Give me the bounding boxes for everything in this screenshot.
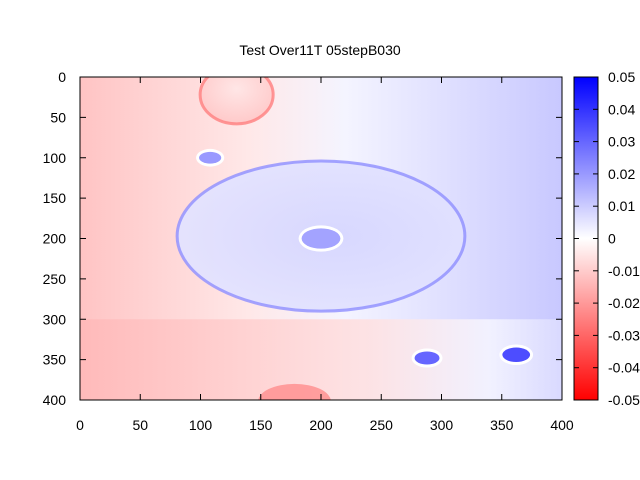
heatmap-spot (414, 351, 440, 365)
colorbar-tick-label: 0 (608, 231, 616, 247)
x-axis: 0 50 100 150 200 250 300 350 400 (76, 77, 574, 433)
heatmap-spot (301, 228, 341, 249)
colorbar-tick-label: 0.04 (608, 101, 635, 117)
y-tick-label: 300 (43, 311, 67, 327)
heatmap-ring (198, 77, 275, 126)
heatmap-ellipse (258, 383, 331, 400)
colorbar-tick-label: -0.04 (608, 360, 640, 376)
colorbar-tick-label: 0.02 (608, 166, 635, 182)
x-tick-label: 350 (490, 417, 514, 433)
colorbar-tick-label: -0.05 (608, 392, 640, 408)
y-tick-label: 400 (43, 392, 67, 408)
colorbar-tick-label: 0.01 (608, 198, 635, 214)
colorbar-tick-label: -0.02 (608, 295, 640, 311)
heatmap-spot (199, 151, 222, 164)
colorbar-tick-label: 0.03 (608, 134, 635, 150)
x-tick-label: 300 (430, 417, 454, 433)
chart-title: Test Over11T 05stepB030 (239, 42, 401, 58)
y-axis: 0 50 100 150 200 250 300 350 400 (43, 69, 562, 408)
colorbar-axis: 0.05 0.04 0.03 0.02 0.01 0 -0.01 -0.02 -0.03 -0.0… (574, 69, 640, 408)
heatmap-band (80, 319, 562, 400)
y-tick-label: 0 (58, 69, 66, 85)
y-tick-label: 50 (50, 109, 66, 125)
x-tick-label: 150 (249, 417, 273, 433)
y-tick-label: 200 (43, 231, 67, 247)
colorbar-tick-label: -0.03 (608, 327, 640, 343)
y-tick-label: 350 (43, 352, 67, 368)
plot-area (80, 77, 562, 400)
colorbar-tick-label: -0.01 (608, 263, 640, 279)
heatmap-spot (502, 347, 531, 363)
x-tick-label: 50 (132, 417, 148, 433)
x-tick-label: 400 (550, 417, 574, 433)
x-tick-label: 200 (309, 417, 333, 433)
x-tick-label: 0 (76, 417, 84, 433)
y-tick-label: 150 (43, 190, 67, 206)
x-tick-label: 100 (189, 417, 213, 433)
colorbar-tick-label: 0.05 (608, 69, 635, 85)
heatmap-ellipse (200, 77, 274, 124)
y-tick-label: 250 (43, 271, 67, 287)
heatmap-ring (175, 159, 467, 313)
x-tick-label: 250 (370, 417, 394, 433)
y-tick-label: 100 (43, 150, 67, 166)
